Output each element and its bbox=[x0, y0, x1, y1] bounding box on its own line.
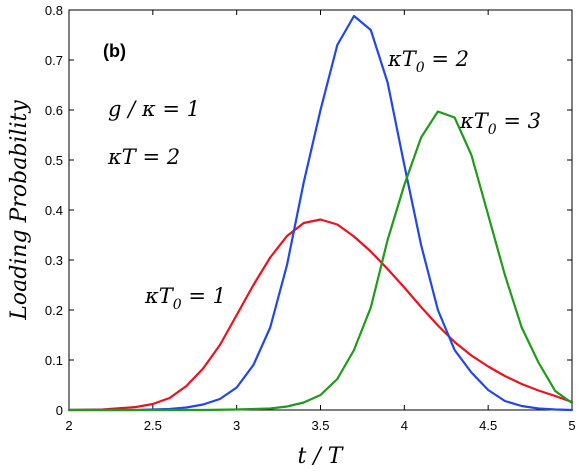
series-label-kt0-1-sub: 0 bbox=[173, 297, 182, 313]
y-tick-label: 0 bbox=[56, 403, 63, 418]
y-tick-label: 0.8 bbox=[45, 3, 63, 18]
y-tick-label: 0.4 bbox=[45, 203, 63, 218]
series-label-kt0-1-rest: = 1 bbox=[182, 284, 226, 308]
series-label-kt0-3: κT0 = 3 bbox=[459, 109, 541, 138]
x-tick-label: 3 bbox=[233, 418, 240, 433]
y-tick-label: 0.1 bbox=[45, 353, 63, 368]
y-tick-label: 0.7 bbox=[45, 53, 63, 68]
series-label-kt0-2: κT0 = 2 bbox=[387, 47, 469, 76]
series-label-kt0-3-rest: = 3 bbox=[497, 109, 541, 133]
series-label-kt0-2-sub: 0 bbox=[416, 60, 425, 76]
series-lines bbox=[67, 14, 574, 412]
series-line-kt0-3 bbox=[67, 110, 574, 412]
plot-frame bbox=[68, 9, 573, 411]
y-tick-label: 0.3 bbox=[45, 253, 63, 268]
x-tick-label: 4 bbox=[401, 418, 408, 433]
series-label-kt0-2-main: κT bbox=[387, 47, 418, 71]
x-tick-label: 4.5 bbox=[479, 418, 497, 433]
x-tick-label: 2 bbox=[65, 418, 72, 433]
y-tick-label: 0.2 bbox=[45, 303, 63, 318]
series-label-kt0-2-rest: = 2 bbox=[425, 47, 469, 71]
series-line-kt0-1 bbox=[67, 218, 574, 412]
series-line-kt0-2 bbox=[67, 14, 574, 412]
y-tick-label: 0.5 bbox=[45, 153, 63, 168]
y-tick-label: 0.6 bbox=[45, 103, 63, 118]
series-label-kt0-3-sub: 0 bbox=[488, 122, 497, 138]
series-label-kt0-1-main: κT bbox=[144, 284, 175, 308]
param-annotation-g-kappa: g / κ = 1 bbox=[108, 97, 200, 121]
y-axis-label: Loading Probability bbox=[7, 100, 32, 321]
series-label-kt0-3-main: κT bbox=[459, 109, 490, 133]
param-annotation-kappa-t: κT = 2 bbox=[107, 145, 180, 169]
x-tick-label: 2.5 bbox=[144, 418, 162, 433]
panel-label: (b) bbox=[103, 41, 126, 61]
x-axis-label: t / T bbox=[298, 444, 345, 469]
series-label-kt0-1: κT0 = 1 bbox=[144, 284, 226, 313]
axis-ticks: 2 2.5 3 3.5 4 4.5 5 0 0.1 0.2 0.3 0.4 0.5 0.6 0.7 0.8 bbox=[45, 3, 576, 433]
x-tick-label: 3.5 bbox=[311, 418, 329, 433]
x-tick-label: 5 bbox=[568, 418, 575, 433]
